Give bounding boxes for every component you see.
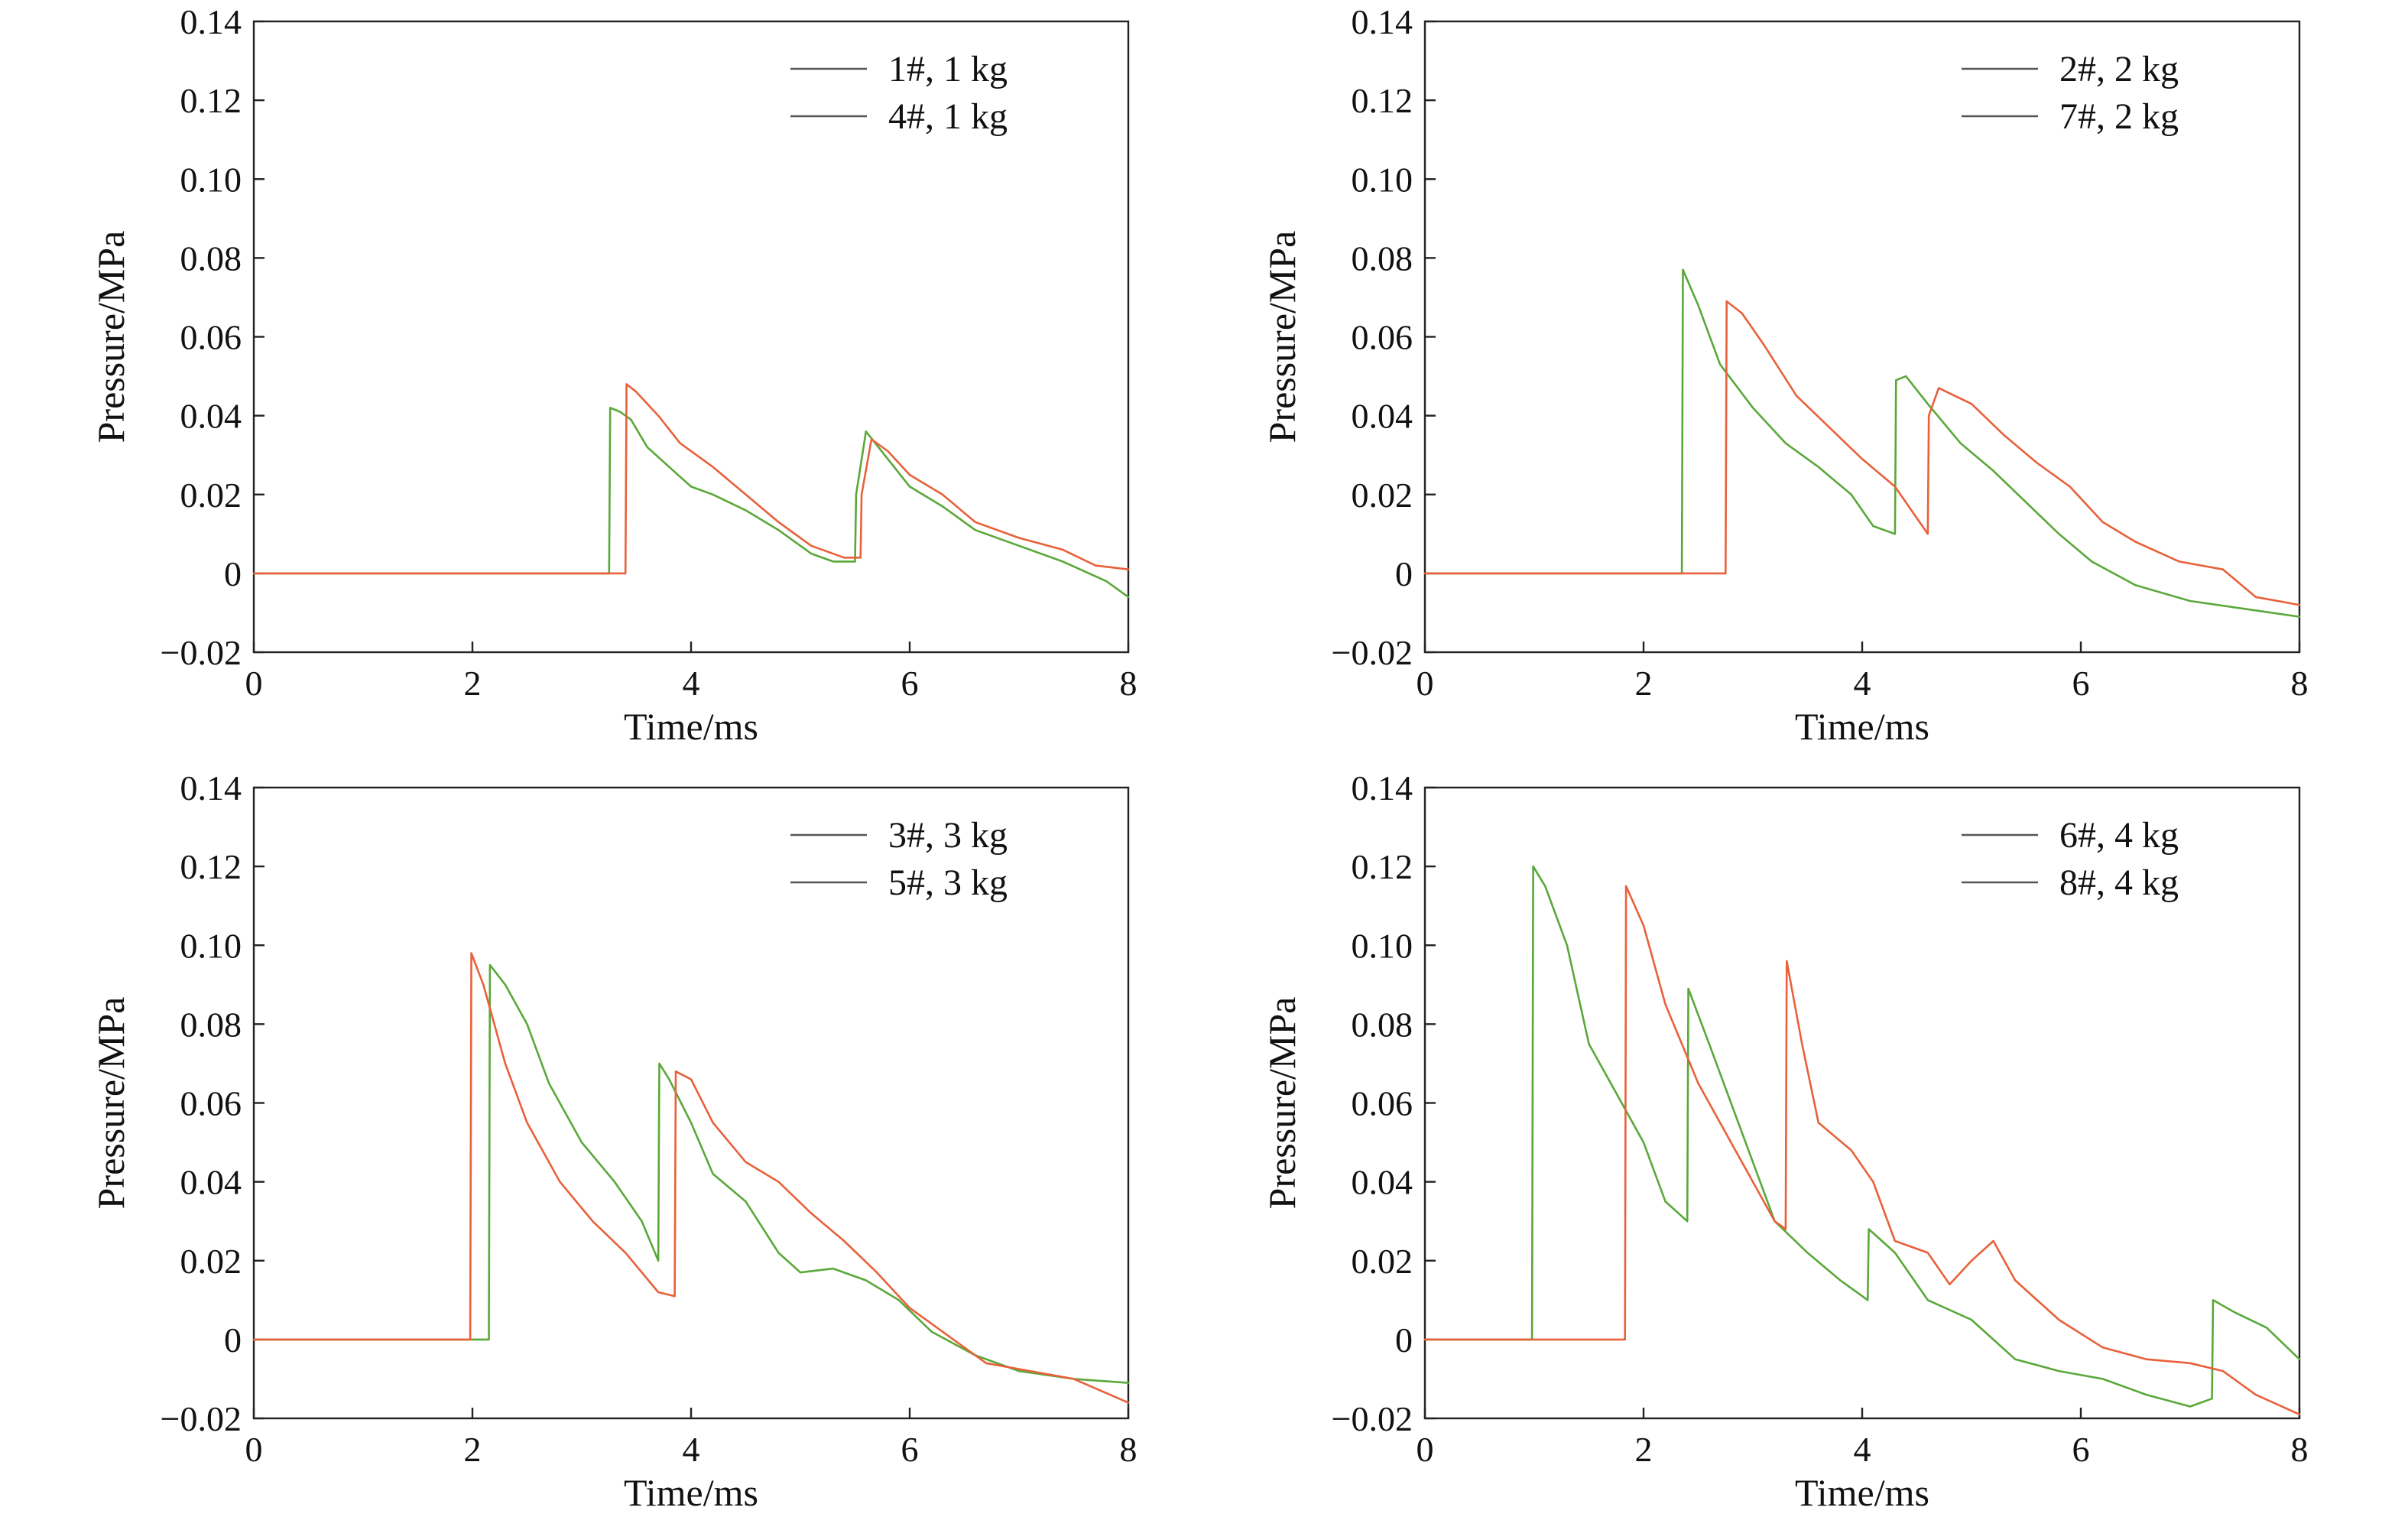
x-tick-label: 8	[1120, 1430, 1137, 1469]
legend: 3#, 3 kg 5#, 3 kg	[790, 815, 1008, 903]
y-tick-label: 0.06	[1352, 318, 1413, 357]
x-tick-label: 6	[901, 664, 919, 703]
legend-label: 3#, 3 kg	[888, 815, 1008, 856]
x-tick-label: 0	[245, 664, 263, 703]
y-tick-label: −0.02	[1332, 1399, 1413, 1438]
y-tick-label: 0	[224, 1320, 242, 1359]
chart-panel-3: 0 2 4 6 8−0.0200.020.040.060.080.100.120.14T…	[89, 768, 1137, 1514]
series-line-2	[252, 383, 1130, 575]
x-tick-label: 6	[2072, 1430, 2090, 1469]
x-tick-label: 6	[2072, 664, 2090, 703]
legend-label: 5#, 3 kg	[888, 862, 1008, 903]
series-line-2	[252, 952, 1130, 1404]
y-tick-label: 0	[1395, 1320, 1413, 1359]
y-tick-label: 0.04	[1352, 1163, 1413, 1202]
y-tick-label: 0.04	[1352, 397, 1413, 436]
y-tick-label: 0.06	[180, 1084, 242, 1123]
y-tick-label: 0.10	[180, 160, 242, 199]
y-tick-label: 0.04	[180, 397, 242, 436]
y-tick-label: 0.14	[180, 2, 242, 41]
y-tick-label: 0.06	[1352, 1084, 1413, 1123]
y-tick-label: 0.10	[1352, 926, 1413, 965]
x-tick-label: 0	[1417, 664, 1434, 703]
y-tick-label: 0	[224, 554, 242, 593]
y-tick-label: 0.08	[180, 1005, 242, 1044]
legend-label: 4#, 1 kg	[888, 96, 1008, 137]
x-tick-label: 2	[1635, 664, 1653, 703]
x-tick-label: 0	[1417, 1430, 1434, 1469]
y-axis-label: Pressure/MPa	[89, 231, 132, 443]
x-tick-label: 4	[683, 664, 700, 703]
x-axis-label: Time/ms	[1795, 705, 1929, 748]
y-tick-label: 0.06	[180, 318, 242, 357]
x-tick-label: 6	[901, 1430, 919, 1469]
y-tick-label: −0.02	[1332, 633, 1413, 672]
series-line-1	[252, 963, 1130, 1384]
legend: 2#, 2 kg 7#, 2 kg	[1962, 49, 2179, 137]
y-axis-label: Pressure/MPa	[89, 997, 132, 1210]
y-tick-label: 0.14	[1352, 2, 1413, 41]
chart-panel-4: 0 2 4 6 8−0.0200.020.040.060.080.100.120.14T…	[1261, 768, 2309, 1514]
x-tick-label: 2	[464, 664, 482, 703]
y-tick-label: 0.04	[180, 1163, 242, 1202]
x-tick-label: 4	[683, 1430, 700, 1469]
legend-label: 8#, 4 kg	[2059, 862, 2179, 903]
y-tick-label: 0.08	[180, 239, 242, 278]
y-tick-label: 0	[1395, 554, 1413, 593]
x-tick-label: 4	[1854, 1430, 1871, 1469]
x-axis-label: Time/ms	[624, 1471, 758, 1514]
y-tick-label: 0.12	[1352, 81, 1413, 120]
y-tick-label: 0.08	[1352, 239, 1413, 278]
y-tick-label: 0.12	[180, 81, 242, 120]
y-tick-label: 0.14	[1352, 768, 1413, 807]
x-tick-label: 4	[1854, 664, 1871, 703]
y-tick-label: 0.12	[180, 847, 242, 886]
x-tick-label: 8	[2291, 664, 2309, 703]
x-tick-label: 0	[245, 1430, 263, 1469]
x-tick-label: 8	[2291, 1430, 2309, 1469]
series-line-1	[1423, 865, 2301, 1408]
series-line-1	[1423, 268, 2301, 618]
chart-panel-1: 0 2 4 6 8−0.0200.020.040.060.080.100.120.14T…	[89, 2, 1137, 748]
y-tick-label: 0.08	[1352, 1005, 1413, 1044]
legend: 1#, 1 kg 4#, 1 kg	[790, 49, 1008, 137]
legend-label: 2#, 2 kg	[2059, 49, 2179, 89]
series-line-1	[252, 406, 1130, 599]
chart-panel-2: 0 2 4 6 8−0.0200.020.040.060.080.100.120.14T…	[1261, 2, 2309, 748]
y-tick-label: 0.12	[1352, 847, 1413, 886]
y-tick-label: 0.02	[180, 476, 242, 515]
x-tick-label: 8	[1120, 664, 1137, 703]
y-tick-label: 0.14	[180, 768, 242, 807]
y-tick-label: 0.02	[1352, 476, 1413, 515]
series-line-2	[1423, 300, 2301, 606]
legend-label: 1#, 1 kg	[888, 49, 1008, 89]
legend-label: 7#, 2 kg	[2059, 96, 2179, 137]
y-tick-label: 0.02	[1352, 1242, 1413, 1281]
y-axis-label: Pressure/MPa	[1261, 231, 1303, 443]
y-axis-label: Pressure/MPa	[1261, 997, 1303, 1210]
x-axis-label: Time/ms	[1795, 1471, 1929, 1514]
y-tick-label: 0.10	[1352, 160, 1413, 199]
series-line-2	[1423, 885, 2301, 1416]
y-tick-label: 0.10	[180, 926, 242, 965]
y-tick-label: −0.02	[161, 1399, 242, 1438]
legend-label: 6#, 4 kg	[2059, 815, 2179, 856]
y-tick-label: 0.02	[180, 1242, 242, 1281]
x-axis-label: Time/ms	[624, 705, 758, 748]
x-tick-label: 2	[464, 1430, 482, 1469]
legend: 6#, 4 kg 8#, 4 kg	[1962, 815, 2179, 903]
y-tick-label: −0.02	[161, 633, 242, 672]
x-tick-label: 2	[1635, 1430, 1653, 1469]
